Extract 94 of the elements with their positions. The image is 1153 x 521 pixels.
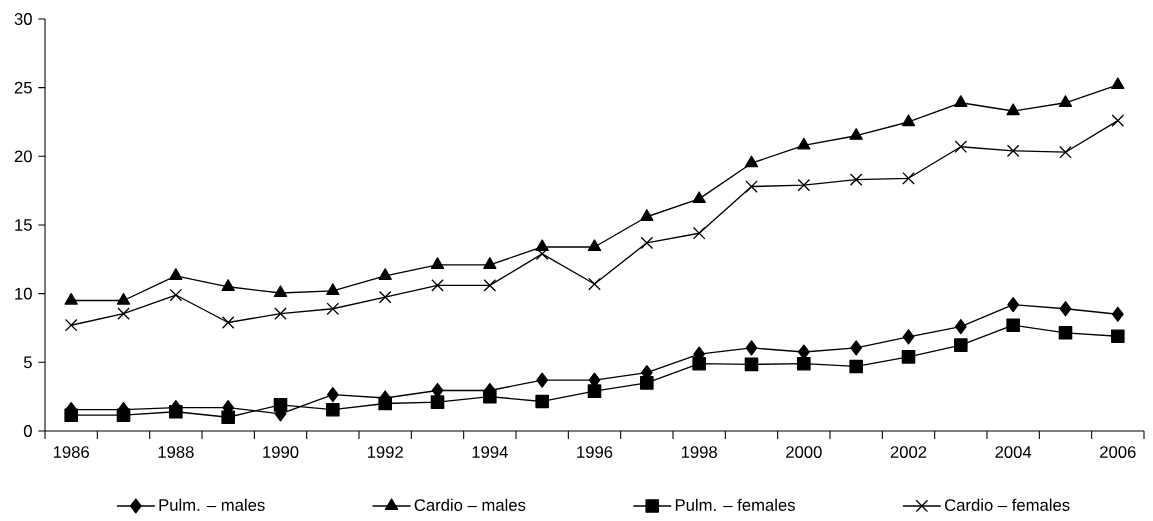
point [797, 356, 811, 371]
point [744, 155, 759, 168]
point [954, 95, 968, 107]
point [221, 410, 235, 425]
x-tick-label: 1990 [263, 446, 299, 458]
point [483, 389, 497, 404]
x-tick-label: 1988 [158, 446, 194, 458]
point [692, 226, 706, 240]
point [169, 288, 183, 302]
point [902, 171, 915, 185]
y-tick-label: 30 [14, 13, 32, 25]
point [221, 316, 235, 329]
point [692, 356, 706, 371]
point [274, 307, 287, 320]
point [430, 257, 445, 269]
point [745, 340, 758, 356]
point [378, 396, 392, 411]
point [1111, 306, 1124, 322]
point [954, 319, 967, 335]
point [1059, 145, 1072, 159]
point [431, 279, 444, 292]
point [1111, 77, 1125, 90]
point [483, 279, 497, 292]
point [1111, 114, 1125, 127]
x-tick-label: 2006 [1100, 446, 1136, 458]
y-tick-label: 20 [14, 150, 32, 163]
point [535, 239, 549, 252]
y-tick-label: 25 [14, 81, 32, 94]
y-tick-label: 15 [15, 219, 32, 231]
point [849, 128, 863, 140]
point [797, 137, 811, 150]
x-tick-label: 1998 [681, 446, 717, 458]
x-tick-label: 2002 [890, 446, 927, 458]
x-tick-label: 1986 [53, 446, 89, 458]
point [1007, 297, 1020, 313]
point [1058, 95, 1073, 107]
point [116, 292, 131, 305]
point [692, 191, 706, 204]
point [901, 114, 916, 127]
point [326, 386, 339, 403]
point [588, 277, 601, 291]
legend-label: Pulm. – females [675, 498, 795, 511]
y-tick-label: 10 [15, 287, 32, 300]
point [745, 180, 758, 193]
point [849, 173, 863, 186]
point [1059, 301, 1072, 317]
x-tick-label: 1992 [367, 446, 403, 458]
point [326, 302, 340, 316]
point [64, 318, 78, 332]
x-tick-label: 2000 [786, 446, 822, 458]
point [169, 268, 183, 280]
point [849, 359, 863, 374]
point [64, 292, 78, 305]
point [1006, 144, 1020, 158]
point [169, 404, 183, 419]
point [587, 384, 602, 398]
y-tick-label: 0 [23, 425, 32, 437]
point [378, 290, 392, 304]
point [901, 350, 916, 364]
point [326, 402, 340, 417]
legend-label: Cardio – males [414, 498, 526, 511]
point [797, 178, 811, 192]
point [1006, 103, 1020, 116]
point [326, 283, 340, 296]
point [640, 209, 654, 221]
point [640, 376, 654, 390]
point [902, 329, 915, 345]
point [954, 140, 968, 154]
point [483, 257, 497, 269]
point [273, 398, 288, 412]
point [116, 408, 131, 422]
point [850, 340, 863, 356]
point [536, 372, 549, 388]
x-tick-label: 2004 [995, 446, 1032, 458]
point [64, 408, 78, 422]
point [1058, 325, 1073, 340]
point [221, 279, 235, 291]
point [378, 268, 392, 280]
x-tick-label: 1996 [577, 446, 613, 458]
x-tick-label: 1994 [472, 446, 508, 458]
legend-label: Pulm. – males [159, 498, 265, 511]
point [430, 395, 445, 409]
point [954, 338, 968, 352]
point [587, 239, 602, 252]
point [1111, 329, 1125, 344]
point [1006, 318, 1020, 333]
point [640, 236, 654, 250]
legend-label: Cardio – females [945, 498, 1070, 511]
point [117, 307, 130, 320]
point [535, 394, 549, 409]
point [535, 247, 549, 261]
point [744, 357, 759, 372]
point [273, 285, 288, 298]
y-tick-label: 5 [23, 356, 32, 369]
